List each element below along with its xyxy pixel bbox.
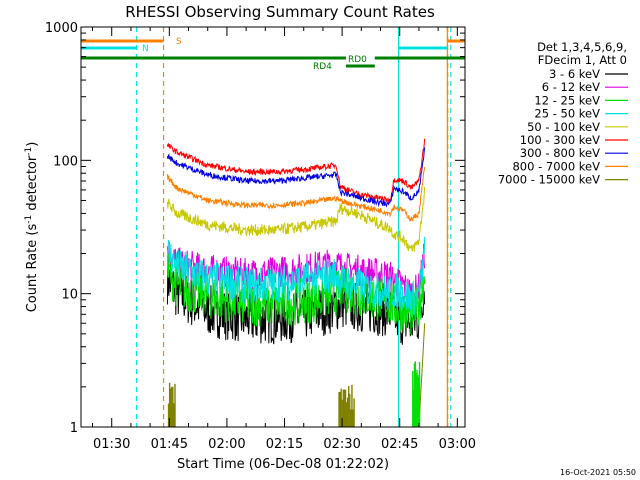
legend-entry-label: 50 - 100 keV xyxy=(527,120,600,134)
series-line xyxy=(166,166,426,222)
x-tick-label: 02:15 xyxy=(266,437,303,452)
x-axis-label: Start Time (06-Dec-08 01:22:02) xyxy=(177,457,389,472)
x-tick-label: 03:00 xyxy=(439,437,476,452)
y-axis-label-mid: detector xyxy=(25,155,40,215)
decimation-rd4-label: RD4 xyxy=(313,62,332,72)
x-tick-label: 02:30 xyxy=(323,437,360,452)
y-tick-label: 10 xyxy=(61,288,78,303)
night-flag-label: N xyxy=(142,44,149,54)
x-tick-label: 01:30 xyxy=(93,437,130,452)
legend-entry-label: 800 - 7000 keV xyxy=(512,159,600,173)
series-line xyxy=(166,138,426,204)
legend-header-line-1: Det 1,3,4,5,6,9, xyxy=(537,40,627,54)
y-tick-label: 1000 xyxy=(45,21,78,36)
timestamp: 16-Oct-2021 05:50 xyxy=(560,468,636,477)
legend-entry-label: 7000 - 15000 keV xyxy=(498,173,600,187)
legend-entry-label: 3 - 6 keV xyxy=(549,67,600,81)
x-tick-label: 02:00 xyxy=(208,437,245,452)
decimation-rd0-label: RD0 xyxy=(348,55,367,65)
y-tick-label: 100 xyxy=(53,154,78,169)
series-line xyxy=(166,147,426,208)
series-line xyxy=(167,323,426,428)
series-line xyxy=(166,236,426,318)
legend-entry-label: 12 - 25 keV xyxy=(534,93,600,107)
chart-title: RHESSI Observing Summary Count Rates xyxy=(125,3,435,21)
y-axis-label-sup1: -1 xyxy=(24,215,34,224)
plot-frame xyxy=(80,26,466,428)
y-tick-label: 1 xyxy=(70,421,78,436)
legend-entry-label: 25 - 50 keV xyxy=(534,107,600,121)
y-axis-label: Count Rate (s-1 detector-1) xyxy=(24,142,40,313)
legend-header-line-2: FDecim 1, Att 0 xyxy=(538,53,627,67)
y-axis-label-sup2: -1 xyxy=(24,147,34,156)
x-tick-label: 01:45 xyxy=(151,437,188,452)
y-axis-label-main: Count Rate (s xyxy=(25,224,40,313)
legend-entry-label: 6 - 12 keV xyxy=(542,80,600,94)
tick-layer: 1 10 100 1000 01:30 01:45 02:00 02:15 02:30 02:45… xyxy=(45,21,476,452)
saa-flag-label: S xyxy=(176,37,182,47)
series-line xyxy=(166,186,426,252)
y-axis-label-end: ) xyxy=(25,142,40,147)
series-layer xyxy=(166,138,426,428)
legend-entry-label: 300 - 800 keV xyxy=(520,146,600,160)
annotation-layer: S N RD0 RD4 xyxy=(81,27,465,427)
legend-entry-label: 100 - 300 keV xyxy=(520,133,600,147)
x-tick-label: 02:45 xyxy=(381,437,418,452)
